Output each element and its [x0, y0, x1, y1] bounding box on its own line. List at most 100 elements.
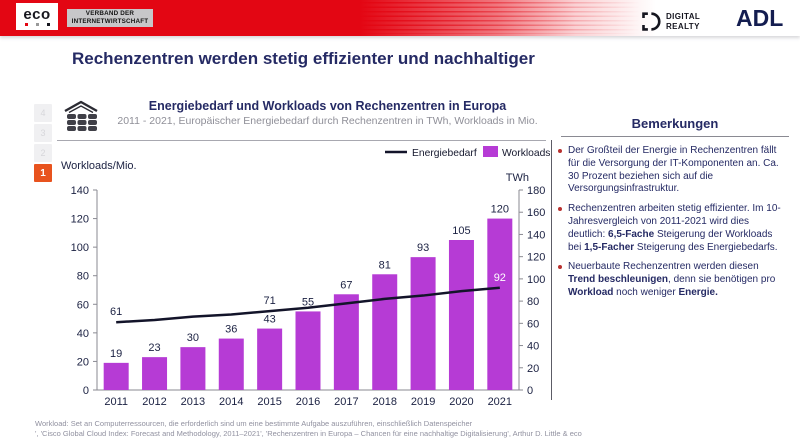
left-tick-label: 100	[71, 242, 89, 254]
line-label-2015: 71	[264, 295, 276, 307]
eco-logo-dots	[24, 23, 50, 26]
slide-nav-1-active[interactable]: 1	[34, 164, 52, 182]
left-tick-label: 120	[71, 214, 89, 226]
x-label-2013: 2013	[181, 396, 205, 408]
left-tick-label: 60	[77, 299, 89, 311]
slide-nav-3-label: 3	[40, 128, 46, 138]
comment-bullet-2: Rechenzentren arbeiten stetig effiziente…	[556, 203, 794, 254]
bar-2018	[372, 274, 398, 390]
x-label-2012: 2012	[142, 396, 166, 408]
comment-bullet-1: Der Großteil der Energie in Rechenzentre…	[556, 145, 794, 196]
line-label-2021: 92	[494, 272, 506, 284]
verband-label: VERBAND DER INTERNETWIRTSCHAFT	[67, 9, 153, 27]
comments-panel: Bemerkungen Der Großteil der Energie in …	[556, 116, 794, 307]
bar-label-2017: 67	[340, 279, 352, 291]
right-tick-label: 0	[527, 385, 533, 397]
slide-nav-2[interactable]: 2	[34, 144, 52, 162]
bar-label-2016: 55	[302, 296, 314, 308]
eco-logo-text: eco	[23, 6, 51, 23]
chart-canvas: Workloads/Mio. TWh Energiebedarf Workloads 0…	[61, 146, 550, 408]
bar-label-2019: 93	[417, 242, 429, 254]
bar-label-2015: 43	[264, 314, 276, 326]
bar-label-2014: 36	[225, 324, 237, 336]
digital-realty-line2: REALTY	[666, 21, 700, 31]
bar-2021	[487, 218, 513, 390]
slide-nav-4-label: 4	[40, 108, 46, 118]
legend-bar-swatch	[483, 146, 498, 157]
digital-realty-line1: DIGITAL	[666, 12, 701, 22]
x-label-2016: 2016	[296, 396, 320, 408]
top-banner: eco VERBAND DER INTERNETWIRTSCHAFT DIGIT…	[0, 0, 800, 36]
comment-bullet-3: Neuerbaute Rechenzentren werden diesen T…	[556, 261, 794, 299]
slide-nav-4[interactable]: 4	[34, 104, 52, 122]
adl-logo: ADL	[736, 5, 784, 31]
line-label-2011: 61	[110, 306, 122, 318]
bar-2013	[180, 347, 206, 390]
slide-nav-3[interactable]: 3	[34, 124, 52, 142]
bar-2016	[295, 311, 321, 390]
x-label-2011: 2011	[104, 396, 128, 408]
bar-2015	[257, 328, 283, 390]
bar-2020	[448, 240, 474, 390]
bar-2014	[218, 338, 244, 390]
right-tick-label: 120	[527, 252, 545, 264]
x-label-2015: 2015	[257, 396, 281, 408]
bar-label-2018: 81	[379, 259, 391, 271]
right-tick-label: 80	[527, 296, 539, 308]
bar-label-2011: 19	[110, 348, 122, 360]
chart-header: Energiebedarf und Workloads von Rechenze…	[115, 99, 540, 127]
comments-title-divider	[561, 136, 789, 137]
x-label-2021: 2021	[488, 396, 512, 408]
digital-realty-wordmark: DIGITAL REALTY	[666, 12, 700, 30]
bar-label-2013: 30	[187, 332, 199, 344]
data-center-icon	[64, 100, 98, 131]
page-title: Rechenzentren werden stetig effizienter …	[72, 49, 535, 68]
left-tick-label: 20	[77, 356, 89, 368]
digital-realty-icon	[642, 12, 661, 31]
eco-dot-gray	[35, 23, 39, 26]
eco-logo: eco	[16, 3, 58, 30]
left-tick-label: 140	[71, 185, 89, 197]
bar-2011	[103, 362, 129, 390]
chart-header-divider	[57, 140, 546, 141]
chart-card: Energiebedarf und Workloads von Rechenze…	[55, 95, 550, 415]
eco-dot-black	[46, 23, 50, 26]
right-tick-label: 160	[527, 207, 545, 219]
right-tick-label: 100	[527, 274, 545, 286]
bar-2019	[410, 257, 436, 390]
right-axis-title: TWh	[506, 172, 529, 184]
comments-title: Bemerkungen	[631, 116, 719, 131]
right-tick-label: 40	[527, 341, 539, 353]
footnote-line1: Workload: Set an Computerressourcen, die…	[35, 419, 473, 428]
bar-label-2020: 105	[452, 225, 470, 237]
left-axis-title: Workloads/Mio.	[61, 160, 137, 172]
right-tick-label: 60	[527, 318, 539, 330]
footnote-line2: ', 'Cisco Global Cloud Index: Forecast a…	[35, 429, 582, 439]
chart-subtitle: 2011 - 2021, Europäischer Energiebedarf …	[117, 115, 538, 127]
comments-list: Der Großteil der Energie in Rechenzentre…	[556, 145, 794, 300]
slide-nav-1-label: 1	[40, 167, 46, 179]
slide-pagination: 4 3 2 1	[34, 104, 52, 182]
bar-label-2012: 23	[148, 342, 160, 354]
left-tick-label: 40	[77, 328, 89, 340]
legend-bar-label: Workloads	[502, 148, 550, 159]
slide-nav-2-label: 2	[40, 148, 46, 158]
x-label-2019: 2019	[411, 396, 435, 408]
x-label-2014: 2014	[219, 396, 243, 408]
energy-line	[116, 286, 500, 324]
x-label-2018: 2018	[372, 396, 396, 408]
right-tick-label: 140	[527, 229, 545, 241]
x-label-2020: 2020	[449, 396, 473, 408]
chart-title: Energiebedarf und Workloads von Rechenze…	[148, 99, 507, 113]
left-tick-label: 80	[77, 271, 89, 283]
footnotes: Workload: Set an Computerressourcen, die…	[35, 419, 785, 439]
bar-2017	[333, 294, 359, 390]
left-tick-label: 0	[83, 385, 89, 397]
bar-label-2021: 120	[491, 204, 509, 216]
legend-line-label: Energiebedarf	[412, 148, 477, 159]
x-label-2017: 2017	[334, 396, 358, 408]
panel-divider	[551, 140, 552, 400]
eco-dot-red	[24, 23, 28, 26]
bar-2012	[142, 357, 168, 390]
right-tick-label: 180	[527, 185, 545, 197]
